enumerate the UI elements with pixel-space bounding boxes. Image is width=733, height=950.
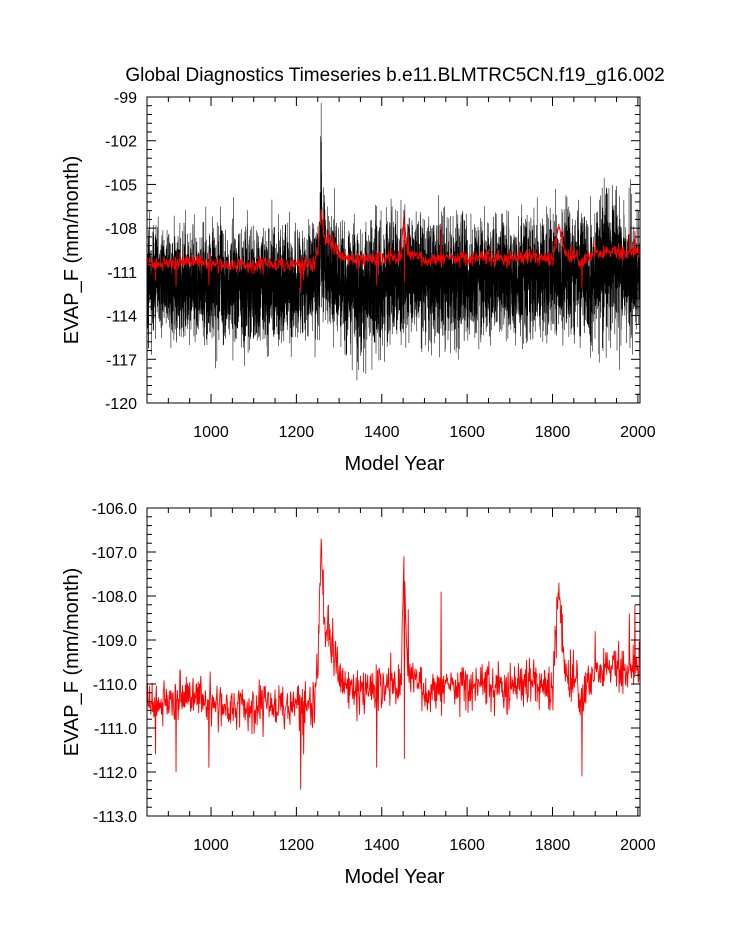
y-tick-label: -105	[105, 177, 137, 194]
x-tick-label: 1600	[449, 837, 485, 854]
y-tick-label: -109.0	[92, 633, 137, 650]
x-tick-label: 1400	[364, 837, 400, 854]
y-tick-label: -99	[114, 90, 137, 107]
x-tick-label: 1200	[279, 837, 315, 854]
monthly-series-line	[147, 102, 640, 381]
y-tick-label: -113.0	[93, 809, 137, 826]
x-tick-label: 1000	[193, 424, 229, 441]
x-tick-label: 1800	[535, 424, 571, 441]
x-tick-label: 2000	[620, 424, 656, 441]
x-tick-label: 1400	[364, 424, 400, 441]
x-tick-label: 2000	[620, 837, 656, 854]
y-tick-label: -106.0	[92, 501, 137, 518]
plot-frame	[146, 96, 641, 404]
bottom-panel: 1000 1200 1400 1600 1800 2000 -113.0 -112.0 -111…	[61, 501, 656, 888]
y-axis-label: EVAP_F (mm/month)	[61, 568, 83, 757]
plot-frame	[146, 507, 641, 817]
x-tick-label: 1800	[535, 837, 571, 854]
y-tick-label: -110.0	[93, 677, 137, 694]
y-tick-label: -108.0	[92, 589, 137, 606]
x-axis-label: Model Year	[344, 866, 444, 888]
y-tick-label: -111	[107, 265, 137, 282]
x-axis-label: Model Year	[344, 453, 444, 475]
y-tick-label: -108	[105, 221, 137, 238]
y-tick-label: -102	[105, 134, 137, 151]
annual-series-line	[147, 209, 640, 293]
figure-title: Global Diagnostics Timeseries b.e11.BLMT…	[125, 65, 664, 86]
y-tick-label: -112.0	[93, 765, 137, 782]
x-tick-label: 1600	[449, 424, 485, 441]
y-tick-label: -117	[106, 352, 137, 369]
y-tick-label: -114	[106, 309, 137, 326]
annual-series-line	[147, 538, 640, 790]
top-panel: 1000 1200 1400 1600 1800 2000 -120 -117 -114 -111…	[61, 90, 656, 475]
x-tick-label: 1200	[279, 424, 315, 441]
y-tick-label: -111.0	[94, 721, 137, 738]
x-tick-label: 1000	[193, 837, 229, 854]
y-tick-label: -120	[105, 396, 137, 413]
y-axis-label: EVAP_F (mm/month)	[61, 156, 83, 345]
y-tick-label: -107.0	[92, 545, 137, 562]
